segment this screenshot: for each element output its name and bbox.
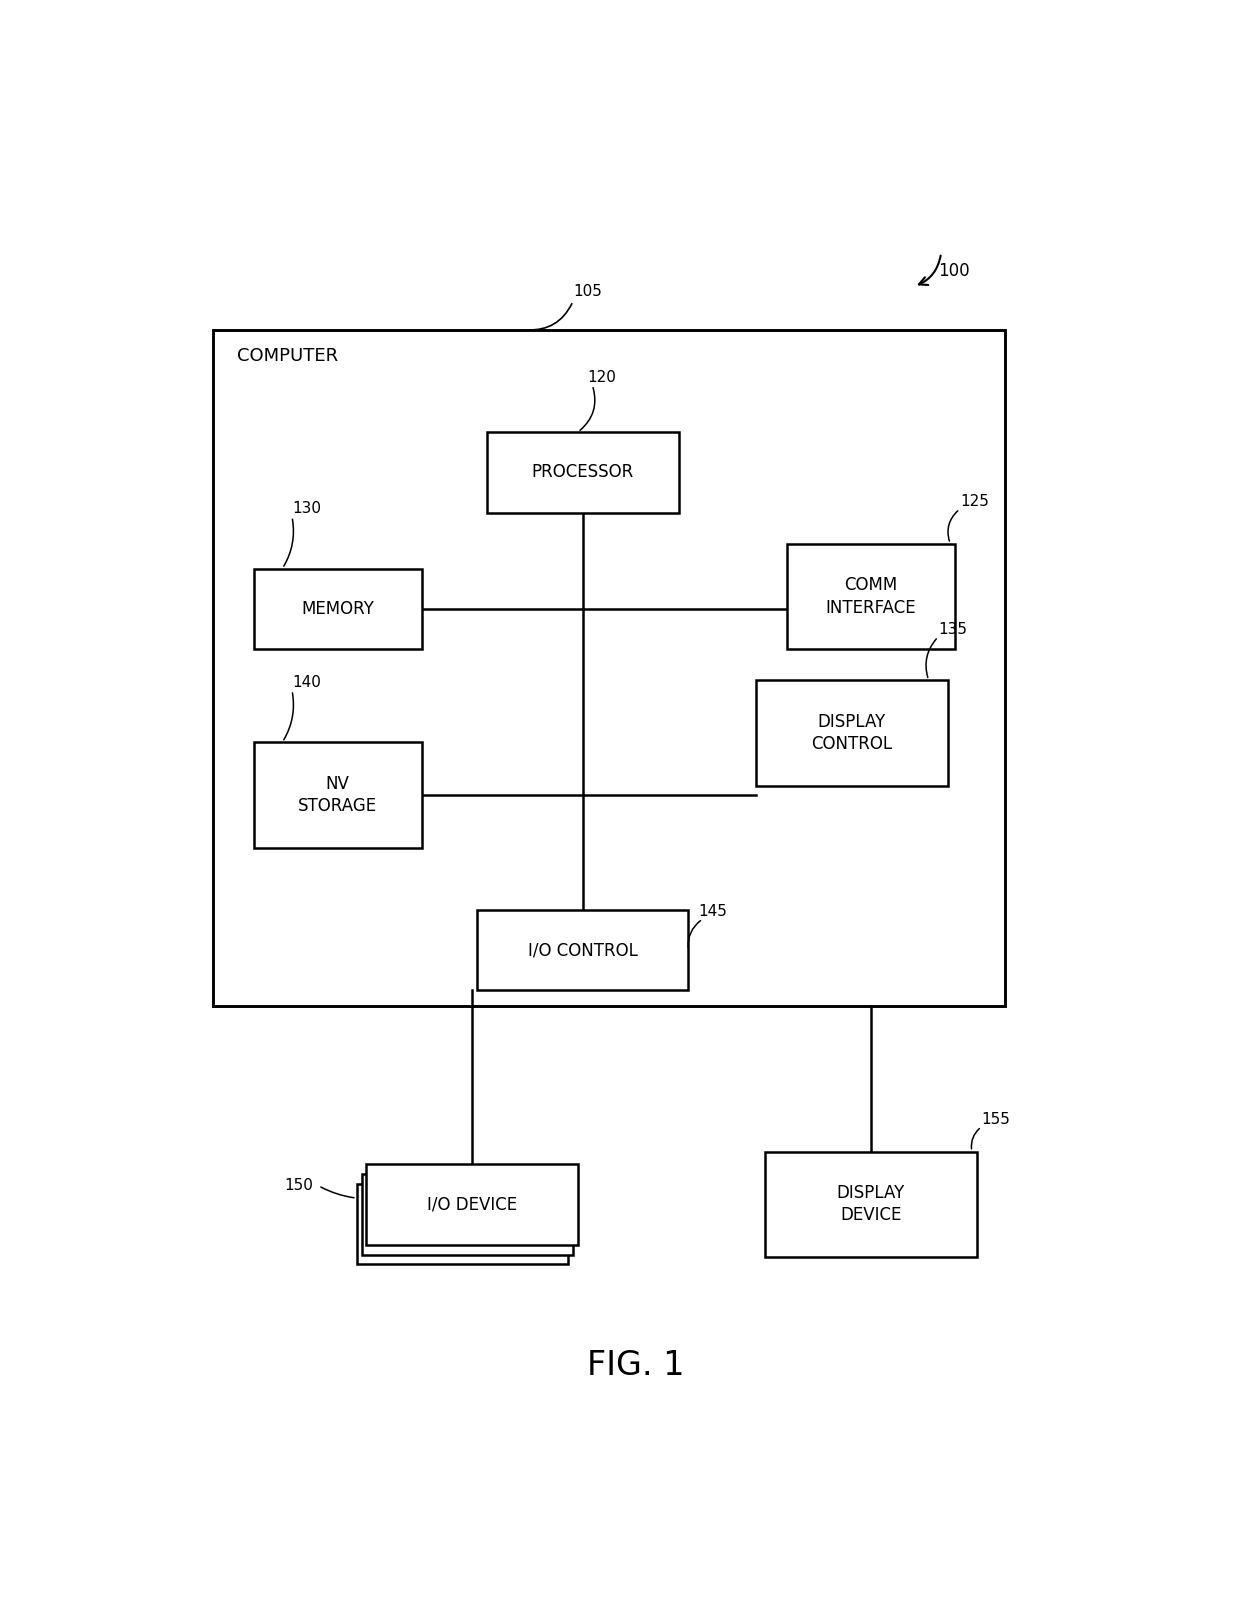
Text: NV
STORAGE: NV STORAGE <box>298 775 377 815</box>
Text: PROCESSOR: PROCESSOR <box>532 464 634 482</box>
Text: 155: 155 <box>982 1112 1011 1126</box>
Bar <box>362 1174 573 1255</box>
Text: COMM
INTERFACE: COMM INTERFACE <box>826 577 916 617</box>
Bar <box>213 330 1006 1005</box>
Text: DISPLAY
DEVICE: DISPLAY DEVICE <box>837 1184 905 1224</box>
Bar <box>765 1152 977 1257</box>
Bar <box>477 910 688 991</box>
Text: 105: 105 <box>573 284 601 298</box>
Bar <box>357 1184 568 1265</box>
Text: 135: 135 <box>939 622 967 636</box>
Text: DISPLAY
CONTROL: DISPLAY CONTROL <box>811 712 893 752</box>
Bar <box>787 545 955 649</box>
Text: COMPUTER: COMPUTER <box>237 346 337 366</box>
Text: 100: 100 <box>939 261 970 280</box>
Bar <box>486 432 678 512</box>
Text: I/O DEVICE: I/O DEVICE <box>427 1195 517 1213</box>
Text: 120: 120 <box>588 371 616 385</box>
Text: 140: 140 <box>291 675 321 690</box>
Text: 125: 125 <box>960 495 988 509</box>
Bar <box>253 569 422 649</box>
Text: I/O CONTROL: I/O CONTROL <box>528 941 637 959</box>
Text: 150: 150 <box>285 1178 314 1194</box>
Bar <box>367 1165 578 1245</box>
Bar <box>253 743 422 847</box>
Bar <box>755 680 947 786</box>
Text: 145: 145 <box>698 904 727 918</box>
Text: 130: 130 <box>291 501 321 517</box>
Text: MEMORY: MEMORY <box>301 599 374 619</box>
Text: FIG. 1: FIG. 1 <box>587 1348 684 1382</box>
